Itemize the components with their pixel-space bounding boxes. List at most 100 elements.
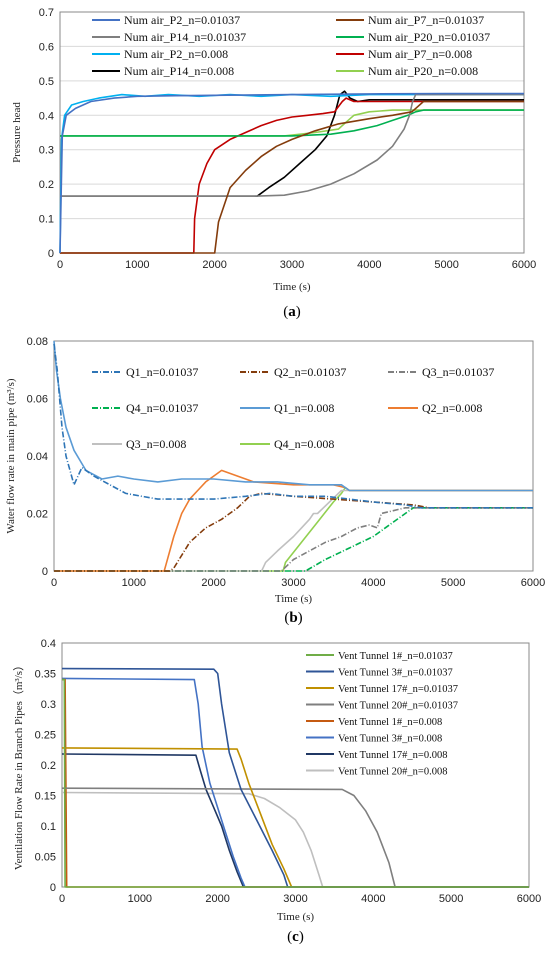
plot-frame <box>59 11 525 254</box>
series-line <box>54 506 533 572</box>
series-line <box>54 489 533 572</box>
y-tick-label: 0.4 <box>39 110 54 122</box>
series-lines <box>53 340 533 572</box>
series-line <box>59 93 524 254</box>
x-tick-label: 0 <box>57 259 63 271</box>
legend-label: Vent Tunnel 3#_n=0.01037 <box>338 668 453 679</box>
x-tick-label: 5000 <box>439 893 463 905</box>
y-tick-label: 0.02 <box>27 509 48 521</box>
legend-label: Num air_P14_n=0.008 <box>124 64 234 78</box>
y-tick-label: 0.15 <box>35 791 56 803</box>
legend-label: Q1_n=0.01037 <box>126 365 198 379</box>
y-tick-label: 0.1 <box>39 214 54 226</box>
series-line <box>59 92 524 254</box>
legend-label: Vent Tunnel 17#_n=0.008 <box>338 750 447 761</box>
series-line <box>61 667 529 888</box>
legend-label: Q4_n=0.008 <box>274 437 334 451</box>
x-tick-label: 6000 <box>512 259 536 271</box>
legend: Vent Tunnel 1#_n=0.01037 Vent Tunnel 3#_n… <box>306 651 458 778</box>
x-tick-label: 4000 <box>361 577 385 589</box>
legend-label: Num air_P2_n=0.008 <box>124 47 228 61</box>
series-line <box>53 343 533 509</box>
y-tick-label: 0.04 <box>27 451 48 463</box>
y-tick-label: 0.6 <box>39 41 54 53</box>
x-tick-label: 5000 <box>441 577 465 589</box>
y-axis-label: Water flow rate in main pipe (m³/s) <box>5 378 17 533</box>
x-tick-label: 2000 <box>205 893 229 905</box>
y-tick-label: 0.08 <box>27 336 48 348</box>
x-tick-label: 0 <box>59 893 65 905</box>
x-tick-label: 3000 <box>280 259 304 271</box>
legend-label: Vent Tunnel 1#_n=0.01037 <box>338 651 453 662</box>
x-tick-label: 2000 <box>201 577 225 589</box>
series-line <box>60 109 524 137</box>
legend-label: Num air_P20_n=0.008 <box>368 64 478 78</box>
series-lines <box>59 90 524 254</box>
x-tick-label: 6000 <box>521 577 545 589</box>
series-line <box>61 791 529 888</box>
series-line <box>60 90 524 197</box>
series-line <box>62 678 529 888</box>
x-tick-label: 1000 <box>128 893 152 905</box>
y-tick-label: 0.25 <box>35 730 56 742</box>
x-tick-label: 4000 <box>361 893 385 905</box>
y-tick-label: 0.5 <box>39 76 54 88</box>
chart-panel-a: 0 1000 2000 3000 4000 5000 6000 0 0.1 0.2 0.3 0.4 0.… <box>11 7 536 320</box>
legend-label: Q4_n=0.01037 <box>126 401 198 415</box>
chart-panel-c: 0 1000 2000 3000 4000 5000 6000 0 0.05 0.1 0.15 0.2… <box>12 638 541 945</box>
series-line <box>60 97 524 254</box>
series-line <box>54 469 533 572</box>
legend-label: Num air_P2_n=0.01037 <box>124 13 240 27</box>
legend-label: Vent Tunnel 3#_n=0.008 <box>338 734 442 745</box>
y-tick-label: 0.7 <box>39 7 54 19</box>
x-tick-label: 0 <box>51 577 57 589</box>
y-tick-label: 0.35 <box>35 669 56 681</box>
x-tick-label: 3000 <box>281 577 305 589</box>
y-tick-label: 0.05 <box>35 852 56 864</box>
y-axis-label: Pressure head <box>11 102 23 163</box>
y-tick-label: 0 <box>48 248 54 260</box>
legend-label: Q3_n=0.008 <box>126 437 186 451</box>
series-line <box>61 747 529 888</box>
x-tick-label: 2000 <box>202 259 226 271</box>
x-axis-label: Time (s) <box>275 593 313 605</box>
legend-label: Vent Tunnel 20#_n=0.01037 <box>338 701 458 712</box>
x-tick-label: 1000 <box>122 577 146 589</box>
legend-label: Q3_n=0.01037 <box>422 365 494 379</box>
y-tick-label: 0.3 <box>41 699 56 711</box>
legend: Q1_n=0.01037 Q2_n=0.01037 Q3_n=0.01037 Q4_n… <box>92 365 494 451</box>
y-tick-label: 0.2 <box>39 179 54 191</box>
y-axis-label: Ventilation Flow Rate in Branch Pipes（m³… <box>12 660 25 870</box>
legend-label: Num air_P7_n=0.008 <box>368 47 472 61</box>
legend-label: Q2_n=0.008 <box>422 401 482 415</box>
y-tick-label: 0 <box>50 882 56 894</box>
y-tick-label: 0.1 <box>41 821 56 833</box>
series-line <box>61 677 529 888</box>
legend-label: Num air_P7_n=0.01037 <box>368 13 484 27</box>
legend-label: Q1_n=0.008 <box>274 401 334 415</box>
legend-label: Vent Tunnel 1#_n=0.008 <box>338 717 442 728</box>
x-tick-label: 1000 <box>125 259 149 271</box>
y-tick-label: 0 <box>42 566 48 578</box>
panel-caption: (c) <box>287 929 304 945</box>
series-line <box>60 100 524 254</box>
y-tick-label: 0.06 <box>27 394 48 406</box>
chart-panel-b: 0 1000 2000 3000 4000 5000 6000 0 0.02 0.04 0.06 0.… <box>5 336 545 626</box>
series-line <box>62 678 529 888</box>
series-line <box>54 486 533 572</box>
series-line <box>54 506 533 572</box>
y-tick-label: 0.4 <box>41 638 56 650</box>
y-tick-label: 0.3 <box>39 145 54 157</box>
x-tick-label: 3000 <box>283 893 307 905</box>
x-tick-label: 6000 <box>517 893 541 905</box>
series-line <box>60 109 524 137</box>
x-axis-label: Time (s) <box>277 911 315 923</box>
y-tick-label: 0.2 <box>41 760 56 772</box>
series-line <box>61 753 529 888</box>
series-line <box>53 340 533 492</box>
x-tick-label: 5000 <box>434 259 458 271</box>
legend-label: Q2_n=0.01037 <box>274 365 346 379</box>
series-lines <box>61 667 529 888</box>
series-line <box>61 787 529 888</box>
